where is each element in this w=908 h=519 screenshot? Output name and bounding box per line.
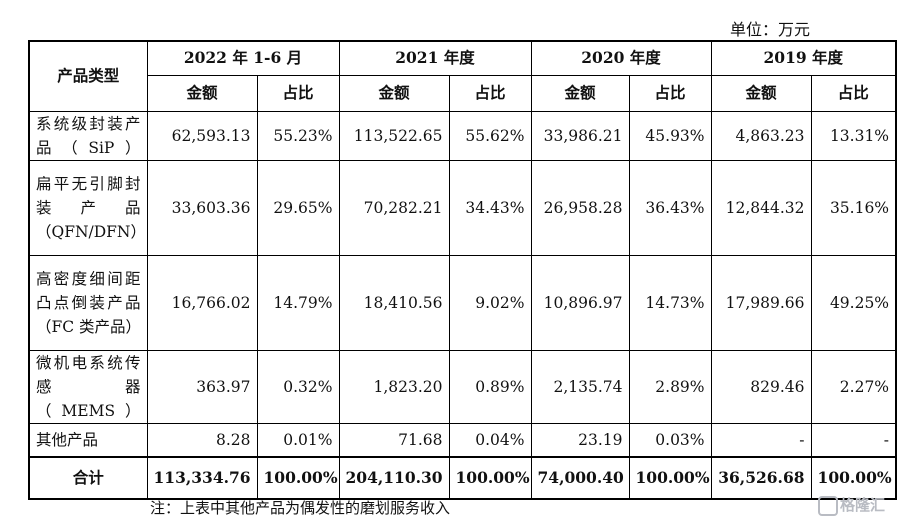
header-row-metrics: 金额 占比 金额 占比 金额 占比 金额 占比 [29,74,897,112]
cell-value: 36,526.68 [710,456,812,500]
cell-value: 35.16% [810,159,897,256]
cell-value: - [810,422,897,458]
cell-value: 36.43% [628,159,712,256]
table-row: 微机电系统传感器（MEMS） 363.97 0.32% 1,823.20 0.8… [28,349,897,424]
cell-value: 10,896.97 [530,254,630,351]
table-row: 扁平无引脚封装产品（QFN/DFN） 33,603.36 29.65% 70,2… [28,159,897,256]
cell-value: 70,282.21 [338,159,450,256]
cell-value: 1,823.20 [338,349,450,424]
cell-value: 0.01% [256,422,340,458]
cell-value: 33,603.36 [146,159,258,256]
cell-value: 363.97 [146,349,258,424]
cell-value: 45.93% [628,110,712,161]
watermark-text: 格隆汇 [840,496,886,514]
cell-value: 16,766.02 [146,254,258,351]
cell-value: 829.46 [710,349,812,424]
watermark-logo-icon [818,495,838,516]
table-row: 其他产品 8.28 0.01% 71.68 0.04% 23.19 0.03% … [28,422,897,458]
cell-value: 49.25% [810,254,897,351]
product-revenue-table: 产品类型 2022 年 1-6 月 2021 年度 2020 年度 2019 年… [28,40,898,500]
cell-value: 14.73% [628,254,712,351]
cell-value: 0.03% [628,422,712,458]
cell-value: 12,844.32 [710,159,812,256]
cell-value: 2,135.74 [530,349,630,424]
row-category: 扁平无引脚封装产品（QFN/DFN） [28,159,148,256]
header-period-2022h1: 2022 年 1-6 月 [146,40,340,76]
header-ratio: 占比 [810,74,897,112]
watermark: 格隆汇 [818,494,885,516]
row-category: 其他产品 [28,422,148,458]
cell-value: 2.27% [810,349,897,424]
header-category: 产品类型 [28,40,148,112]
cell-value: 4,863.23 [710,110,812,161]
cell-value: 2.89% [628,349,712,424]
cell-value: 113,334.76 [146,456,258,500]
row-category: 系统级封装产品（SiP） [28,110,148,161]
cell-value: 74,000.40 [530,456,630,500]
cell-value: 13.31% [810,110,897,161]
cell-value: 55.23% [256,110,340,161]
cell-value: 17,989.66 [710,254,812,351]
unit-label: 单位：万元 [730,20,811,39]
cell-value: 0.32% [256,349,340,424]
total-row: 合计 113,334.76 100.00% 204,110.30 100.00%… [28,456,897,500]
cell-value: 100.00% [810,456,897,500]
header-ratio: 占比 [628,74,712,112]
table-footnote: 注：上表中其他产品为偶发性的磨划服务收入 [150,499,451,517]
cell-value: 113,522.65 [338,110,450,161]
cell-value: 34.43% [448,159,532,256]
cell-value: 18,410.56 [338,254,450,351]
cell-value: 9.02% [448,254,532,351]
cell-value: 55.62% [448,110,532,161]
header-amount: 金额 [146,74,258,112]
cell-value: 23.19 [530,422,630,458]
header-row-periods: 产品类型 2022 年 1-6 月 2021 年度 2020 年度 2019 年… [28,40,897,112]
header-period-2021: 2021 年度 [338,40,532,76]
cell-value: 14.79% [256,254,340,351]
header-period-2019: 2019 年度 [710,40,897,76]
header-amount: 金额 [338,74,450,112]
cell-value: 100.00% [448,456,532,500]
cell-value: 33,986.21 [530,110,630,161]
cell-value: 62,593.13 [146,110,258,161]
row-category: 微机电系统传感器（MEMS） [28,349,148,424]
header-ratio: 占比 [448,74,532,112]
header-amount: 金额 [530,74,630,112]
cell-value: 26,958.28 [530,159,630,256]
cell-value: 29.65% [256,159,340,256]
row-category: 高密度细间距凸点倒装产品（FC 类产品） [28,254,148,351]
table-row: 高密度细间距凸点倒装产品（FC 类产品） 16,766.02 14.79% 18… [28,254,897,351]
cell-value: 204,110.30 [338,456,450,500]
cell-value: 71.68 [338,422,450,458]
table-row: 系统级封装产品（SiP） 62,593.13 55.23% 113,522.65… [28,110,897,161]
header-amount: 金额 [710,74,812,112]
cell-value: - [710,422,812,458]
cell-value: 100.00% [256,456,340,500]
header-ratio: 占比 [256,74,340,112]
cell-value: 0.89% [448,349,532,424]
cell-value: 0.04% [448,422,532,458]
cell-value: 100.00% [628,456,712,500]
header-period-2020: 2020 年度 [530,40,712,76]
cell-value: 8.28 [146,422,258,458]
total-label: 合计 [28,456,148,500]
